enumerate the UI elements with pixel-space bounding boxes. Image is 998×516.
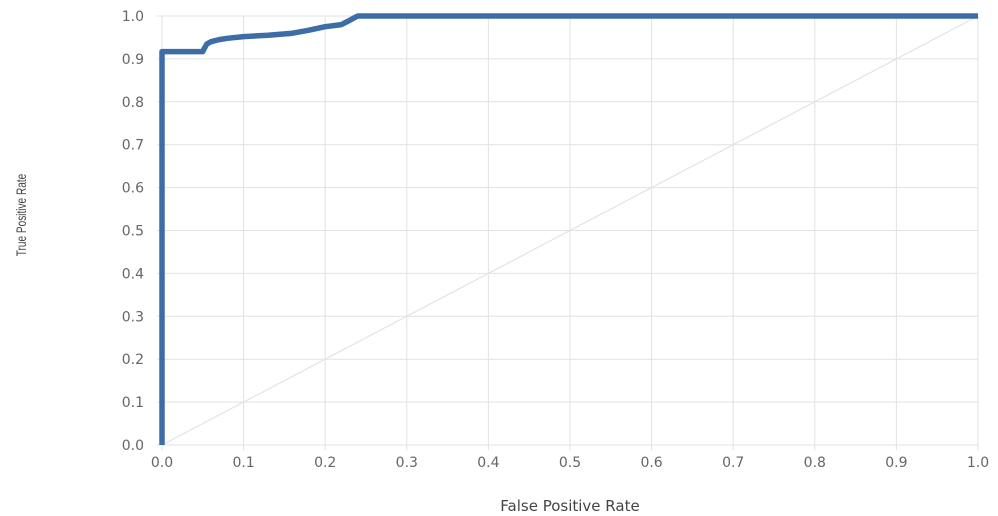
- y-axis-title: True Positive Rate: [13, 174, 29, 257]
- series-group: [159, 13, 979, 446]
- x-tick-label: 0.7: [722, 455, 744, 471]
- x-tick-label: 0.6: [640, 455, 662, 471]
- x-tick-label: 0.4: [477, 455, 499, 471]
- x-tick-label: 0.8: [804, 455, 826, 471]
- x-axis-title: False Positive Rate: [500, 497, 639, 515]
- x-tick-label: 0.1: [232, 455, 254, 471]
- y-tick-label: 0.1: [122, 395, 144, 411]
- y-tick-label: 0.9: [122, 52, 144, 68]
- x-tick-label: 0.3: [396, 455, 418, 471]
- y-tick-label: 0.7: [122, 138, 144, 154]
- y-axis-ticks: 0.0 0.1 0.2 0.3 0.4 0.5 0.6 0.7 0.8 0.9 1.0: [122, 9, 144, 454]
- y-tick-label: 0.4: [122, 266, 144, 282]
- y-tick-label: 0.3: [122, 309, 144, 325]
- y-tick-label: 0.8: [122, 95, 144, 111]
- y-tick-label: 0.0: [122, 438, 144, 454]
- roc-curve-line: [159, 13, 978, 445]
- y-tick-label: 1.0: [122, 9, 144, 25]
- x-axis-ticks: 0.0 0.1 0.2 0.3 0.4 0.5 0.6 0.7 0.8 0.9 1.0: [151, 455, 989, 471]
- y-tick-label: 0.5: [122, 224, 144, 240]
- x-tick-label: 0.0: [151, 455, 173, 471]
- y-tick-label: 0.6: [122, 181, 144, 197]
- x-tick-label: 1.0: [967, 455, 989, 471]
- x-tick-label: 0.9: [885, 455, 907, 471]
- y-tick-label: 0.2: [122, 352, 144, 368]
- x-tick-label: 0.2: [314, 455, 336, 471]
- chance-diagonal-line: [161, 15, 979, 446]
- x-tick-label: 0.5: [559, 455, 581, 471]
